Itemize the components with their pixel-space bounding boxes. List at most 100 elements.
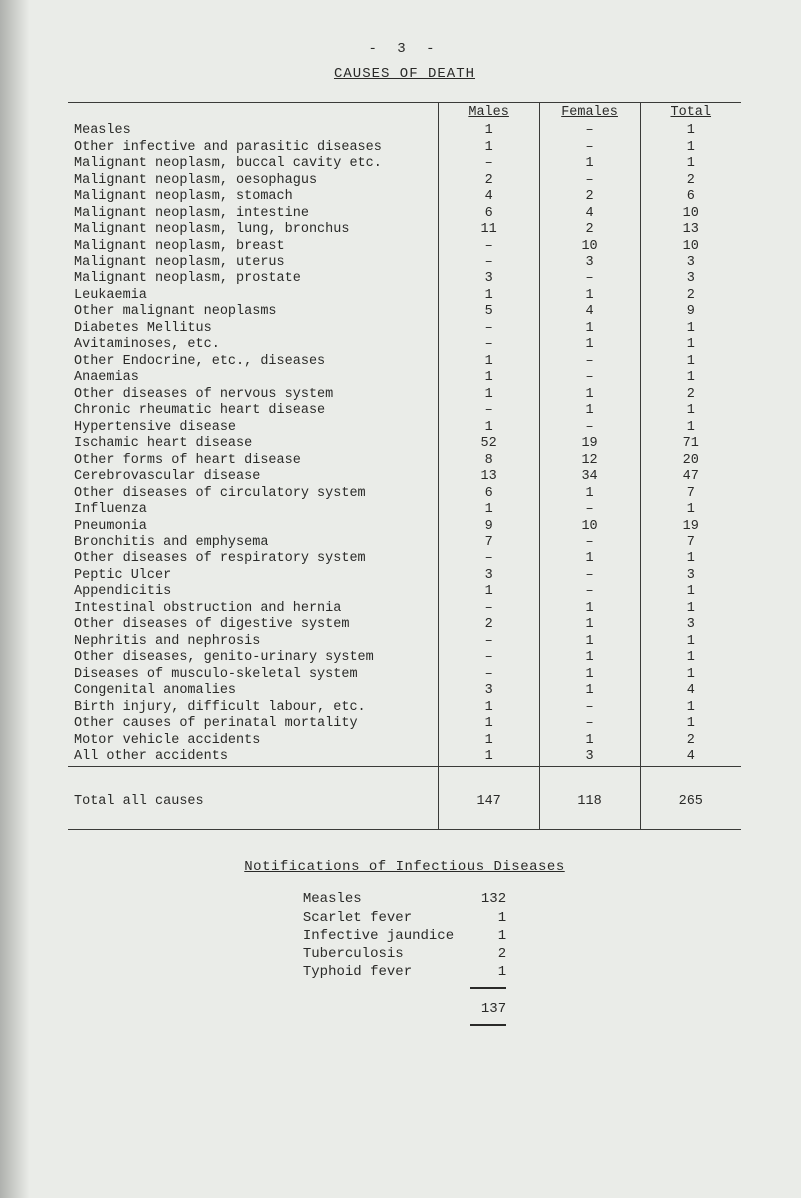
row-total: 47	[640, 469, 741, 485]
table-row: Other infective and parasitic diseases1–…	[68, 140, 741, 156]
row-label: Other malignant neoplasms	[68, 304, 438, 320]
table-row: Other diseases of respiratory system–11	[68, 551, 741, 567]
header-males: Males	[438, 102, 539, 123]
row-total: 7	[640, 486, 741, 502]
table-row: Other Endocrine, etc., diseases1–1	[68, 354, 741, 370]
row-total: 2	[640, 173, 741, 189]
table-row: Birth injury, difficult labour, etc.1–1	[68, 700, 741, 716]
row-label: Pneumonia	[68, 519, 438, 535]
row-males: –	[438, 551, 539, 567]
table-row: Other diseases of digestive system213	[68, 617, 741, 633]
table-header-row: Males Females Total	[68, 102, 741, 123]
table-row: Congenital anomalies314	[68, 683, 741, 699]
row-label: Other diseases of circulatory system	[68, 486, 438, 502]
table-divider	[68, 766, 741, 776]
row-males: 2	[438, 617, 539, 633]
row-females: 1	[539, 634, 640, 650]
row-females: 1	[539, 321, 640, 337]
row-label: Malignant neoplasm, stomach	[68, 189, 438, 205]
notification-label: Measles	[295, 890, 462, 908]
table-row: Other diseases, genito-urinary system–11	[68, 650, 741, 666]
notifications-rule-bottom	[295, 1018, 514, 1036]
total-males: 147	[438, 776, 539, 829]
row-total: 4	[640, 683, 741, 699]
row-label: Hypertensive disease	[68, 420, 438, 436]
row-total: 1	[640, 321, 741, 337]
table-row: Intestinal obstruction and hernia–11	[68, 601, 741, 617]
row-males: 1	[438, 716, 539, 732]
row-total: 2	[640, 288, 741, 304]
row-females: –	[539, 271, 640, 287]
notification-label: Typhoid fever	[295, 963, 462, 981]
table-row: Anaemias1–1	[68, 370, 741, 386]
row-females: 34	[539, 469, 640, 485]
row-females: 19	[539, 436, 640, 452]
row-females: 1	[539, 403, 640, 419]
table-row: Other diseases of circulatory system617	[68, 486, 741, 502]
row-males: –	[438, 601, 539, 617]
notification-count: 132	[462, 890, 514, 908]
table-row: Pneumonia91019	[68, 519, 741, 535]
row-label: Motor vehicle accidents	[68, 733, 438, 749]
row-males: 6	[438, 206, 539, 222]
row-males: 8	[438, 453, 539, 469]
row-total: 1	[640, 337, 741, 353]
row-total: 1	[640, 700, 741, 716]
table-row: Malignant neoplasm, lung, bronchus11213	[68, 222, 741, 238]
table-row: All other accidents134	[68, 749, 741, 766]
row-total: 13	[640, 222, 741, 238]
row-total: 1	[640, 123, 741, 139]
row-label: Leukaemia	[68, 288, 438, 304]
row-total: 1	[640, 601, 741, 617]
row-total: 1	[640, 634, 741, 650]
document-page: - 3 - CAUSES OF DEATH Males Females Tota…	[0, 0, 801, 1056]
row-males: 3	[438, 683, 539, 699]
row-males: 2	[438, 173, 539, 189]
row-females: 4	[539, 304, 640, 320]
row-males: –	[438, 403, 539, 419]
row-females: 1	[539, 601, 640, 617]
list-item: Tuberculosis2	[295, 945, 514, 963]
header-females: Females	[539, 102, 640, 123]
row-males: 6	[438, 486, 539, 502]
row-label: Malignant neoplasm, lung, bronchus	[68, 222, 438, 238]
row-total: 20	[640, 453, 741, 469]
row-label: Bronchitis and emphysema	[68, 535, 438, 551]
notifications-title: Notifications of Infectious Diseases	[68, 858, 741, 877]
row-females: –	[539, 354, 640, 370]
table-row: Malignant neoplasm, prostate3–3	[68, 271, 741, 287]
row-total: 1	[640, 650, 741, 666]
row-total: 10	[640, 239, 741, 255]
table-row: Malignant neoplasm, intestine6410	[68, 206, 741, 222]
row-females: 1	[539, 617, 640, 633]
row-label: Birth injury, difficult labour, etc.	[68, 700, 438, 716]
row-females: 10	[539, 239, 640, 255]
table-row: Other malignant neoplasms549	[68, 304, 741, 320]
row-label: Diabetes Mellitus	[68, 321, 438, 337]
row-females: 1	[539, 337, 640, 353]
row-total: 2	[640, 387, 741, 403]
row-total: 3	[640, 271, 741, 287]
row-females: –	[539, 700, 640, 716]
table-row: Diabetes Mellitus–11	[68, 321, 741, 337]
row-females: –	[539, 123, 640, 139]
notification-label: Infective jaundice	[295, 927, 462, 945]
row-females: 1	[539, 387, 640, 403]
row-females: –	[539, 420, 640, 436]
row-label: Malignant neoplasm, buccal cavity etc.	[68, 156, 438, 172]
row-females: –	[539, 584, 640, 600]
row-females: –	[539, 568, 640, 584]
row-females: 1	[539, 667, 640, 683]
row-males: 1	[438, 749, 539, 766]
row-total: 1	[640, 403, 741, 419]
row-males: 1	[438, 140, 539, 156]
total-total: 265	[640, 776, 741, 829]
notification-count: 2	[462, 945, 514, 963]
row-label: Other causes of perinatal mortality	[68, 716, 438, 732]
total-row: Total all causes 147 118 265	[68, 776, 741, 829]
row-total: 1	[640, 502, 741, 518]
rule-icon	[470, 987, 506, 989]
table-row: Other causes of perinatal mortality1–1	[68, 716, 741, 732]
row-label: Malignant neoplasm, intestine	[68, 206, 438, 222]
row-label: Nephritis and nephrosis	[68, 634, 438, 650]
